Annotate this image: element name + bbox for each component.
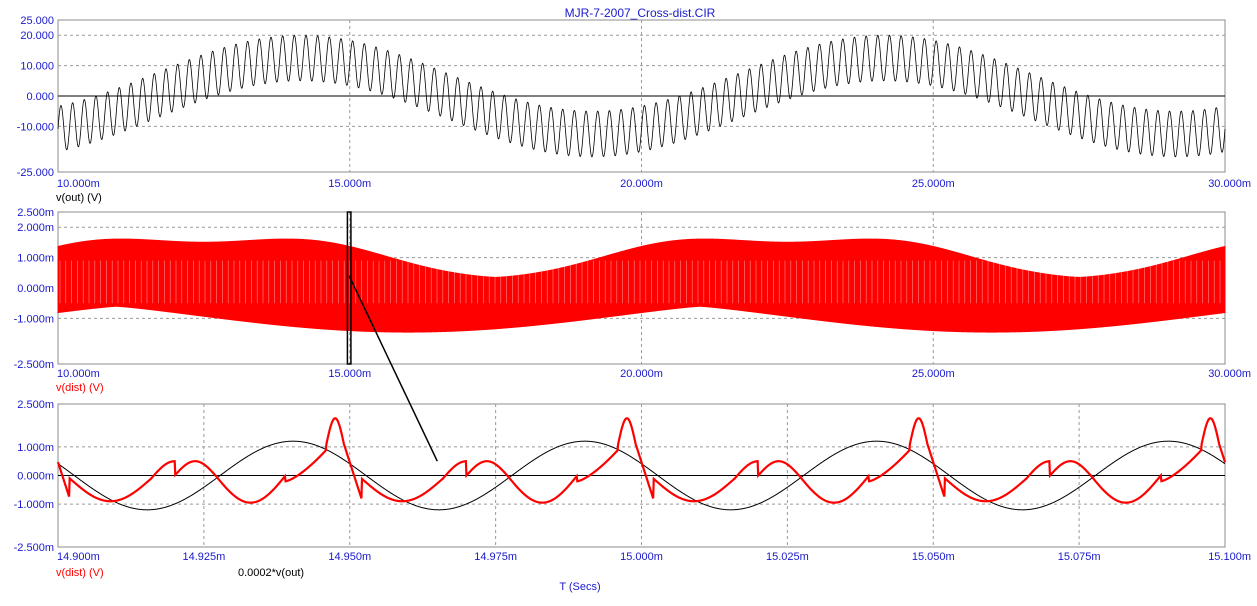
bottom-x-tick-label: 14.950m [328, 551, 371, 563]
bottom-x-tick-label: 14.975m [474, 551, 517, 563]
top-y-tick-label: -10.000 [17, 121, 54, 133]
bottom-y-tick-label: 1.000m [17, 442, 54, 454]
bottom-x-tick-label: 15.000m [620, 551, 663, 563]
top-grid [58, 20, 1225, 172]
top-y-tick-label: 20.000 [20, 30, 54, 42]
bottom-x-tick-label: 14.900m [57, 551, 100, 563]
middle-carrier-hatch [59, 260, 1221, 304]
top-y-tick-label: -25.000 [17, 167, 54, 179]
bottom-x-tick-label: 15.075m [1058, 551, 1101, 563]
bottom-y-tick-label: -1.000m [14, 499, 54, 511]
top-traces [57, 34, 1226, 158]
zoom-box [346, 211, 352, 365]
middle-y-tick-label: 0.000m [17, 283, 54, 295]
bottom-x-tick-label: 15.025m [766, 551, 809, 563]
middle-x-tick-label: 10.000m [57, 368, 100, 380]
middle-legend-vdist: v(dist) (V) [56, 382, 104, 394]
middle-traces [57, 238, 1226, 333]
middle-x-tick-label: 20.000m [620, 368, 663, 380]
top-legend-vout: v(out) (V) [56, 192, 102, 204]
top-x-tick-label: 10.000m [57, 178, 100, 190]
bottom-x-tick-label: 14.925m [182, 551, 225, 563]
middle-y-tick-label: -1.000m [14, 313, 54, 325]
x-axis-title: T (Secs) [559, 581, 600, 593]
bottom-legend-vdist: v(dist) (V) [56, 567, 104, 579]
bottom-tick-labels: 14.900m 14.925m 14.950m 14.975m 15.000m 15.02… [14, 399, 1251, 563]
top-y-tick-label: 10.000 [20, 61, 54, 73]
zoom-arrow [348, 275, 438, 462]
top-y-tick-label: 0.000 [26, 91, 54, 103]
top-x-tick-label: 20.000m [620, 178, 663, 190]
middle-y-tick-label: 1.000m [17, 253, 54, 265]
middle-x-tick-label: 25.000m [912, 368, 955, 380]
bottom-y-tick-label: 2.500m [17, 399, 54, 411]
top-y-tick-label: 25.000 [20, 15, 54, 27]
bottom-y-tick-label: 0.000m [17, 471, 54, 483]
top-x-tick-label: 25.000m [912, 178, 955, 190]
middle-y-tick-label: -2.500m [14, 359, 54, 371]
middle-y-tick-label: 2.000m [17, 222, 54, 234]
middle-x-tick-label: 30.000m [1208, 368, 1251, 380]
bottom-legend-vout-scaled: 0.0002*v(out) [238, 567, 304, 579]
bottom-y-tick-label: -2.500m [14, 542, 54, 554]
top-series-vout [57, 34, 1226, 158]
middle-x-tick-label: 15.000m [328, 368, 371, 380]
top-x-tick-label: 30.000m [1208, 178, 1251, 190]
middle-y-tick-label: 2.500m [17, 207, 54, 219]
window-title: MJR-7-2007_Cross-dist.CIR [565, 6, 716, 20]
bottom-series-vdist [56, 417, 1227, 504]
top-tick-labels: 10.000m 15.000m 20.000m 25.000m 30.000m 25.00… [17, 15, 1251, 190]
bottom-x-tick-label: 15.100m [1208, 551, 1251, 563]
middle-tick-labels: 10.000m 15.000m 20.000m 25.000m 30.000m 2.500… [14, 207, 1251, 380]
bottom-x-tick-label: 15.050m [912, 551, 955, 563]
bottom-traces [56, 417, 1227, 511]
zoom-indicator [346, 211, 438, 462]
top-x-tick-label: 15.000m [328, 178, 371, 190]
